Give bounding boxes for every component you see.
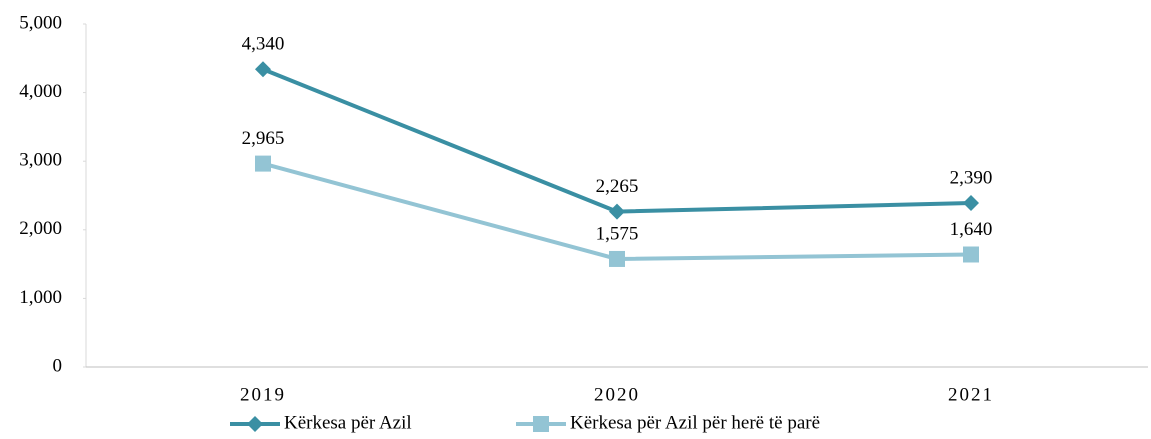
y-tick-label: 0 (53, 355, 63, 376)
legend-marker (533, 416, 549, 432)
data-point (255, 155, 271, 172)
data-label: 2,390 (950, 167, 993, 188)
data-point (963, 246, 979, 263)
y-tick-label: 1,000 (19, 287, 62, 308)
data-point (609, 203, 625, 220)
y-tick-label: 5,000 (19, 12, 62, 33)
x-tick-label: 2019 (240, 384, 286, 405)
x-tick-label: 2020 (594, 384, 640, 405)
data-label: 2,965 (242, 128, 285, 149)
legend-label: Kërkesa për Azil për herë të parë (570, 412, 820, 433)
data-label: 4,340 (242, 34, 285, 55)
data-point (255, 61, 271, 78)
data-point (609, 250, 625, 267)
data-label: 2,265 (596, 176, 639, 197)
data-point (963, 195, 979, 212)
legend-label: Kërkesa për Azil (284, 412, 412, 433)
legend-marker (247, 416, 263, 432)
y-tick-label: 3,000 (19, 150, 62, 171)
x-tick-label: 2021 (948, 384, 994, 405)
y-tick-label: 2,000 (19, 218, 62, 239)
data-label: 1,640 (950, 219, 993, 240)
y-tick-label: 4,000 (19, 81, 62, 102)
data-label: 1,575 (596, 223, 639, 244)
